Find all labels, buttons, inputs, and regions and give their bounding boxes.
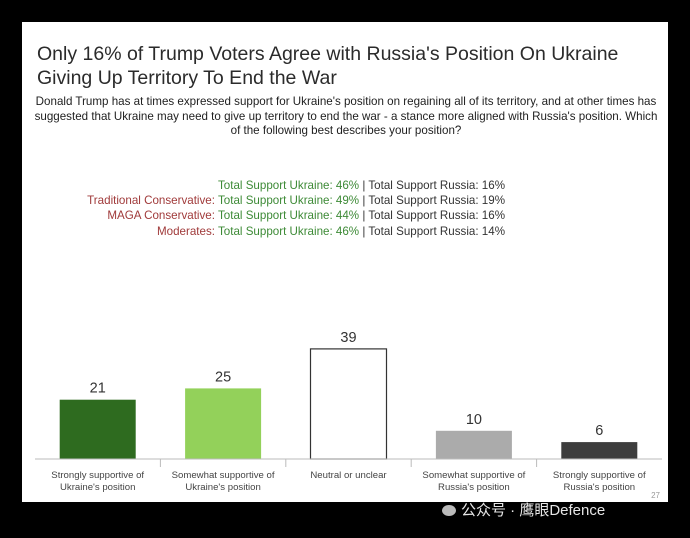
category-label-3: Somewhat supportive of Russia's position <box>422 470 525 493</box>
separator: | <box>359 224 369 238</box>
subgroup-row-moderates: Moderates: Total Support Ukraine: 46% | … <box>22 224 505 239</box>
support-russia: Total Support Russia: 16% <box>368 179 505 192</box>
data-label-4: 6 <box>595 423 603 439</box>
subgroup-row-total: Total Support Ukraine: 46% | Total Suppo… <box>22 178 505 193</box>
support-russia: Total Support Russia: 16% <box>368 209 505 223</box>
subgroup-summary: Total Support Ukraine: 46% | Total Suppo… <box>22 178 505 239</box>
bar-0 <box>59 399 136 459</box>
category-label-2: Neutral or unclear <box>310 470 387 481</box>
support-ukraine: Total Support Ukraine: 44% <box>217 209 360 223</box>
support-ukraine: Total Support Ukraine: 46% <box>217 179 360 192</box>
watermark: 公众号 · 鹰眼Defence <box>442 499 605 520</box>
bar-3 <box>435 430 512 459</box>
subgroup-row-maga: MAGA Conservative: Total Support Ukraine… <box>22 208 505 223</box>
page-number: 27 <box>651 491 660 500</box>
data-label-1: 25 <box>215 369 231 385</box>
data-label-2: 39 <box>340 330 356 346</box>
subgroup-label: Traditional Conservative: <box>87 194 218 208</box>
subgroup-row-traditional: Traditional Conservative: Total Support … <box>22 193 505 208</box>
separator: | <box>359 209 369 223</box>
category-label-0: Strongly supportive of Ukraine's position <box>51 470 144 493</box>
support-ukraine: Total Support Ukraine: 49% <box>217 194 360 208</box>
bar-chart: 21 Strongly supportive of Ukraine's positi… <box>35 330 662 493</box>
survey-question: Donald Trump has at times expressed supp… <box>34 95 658 137</box>
bar-2 <box>309 348 388 460</box>
wechat-icon <box>442 505 456 516</box>
separator: | <box>359 179 369 192</box>
subgroup-label: MAGA Conservative: <box>107 209 218 223</box>
chart-title: Only 16% of Trump Voters Agree with Russ… <box>37 43 619 89</box>
watermark-text: 公众号 · 鹰眼Defence <box>461 502 606 519</box>
category-label-1: Somewhat supportive of Ukraine's position <box>172 470 275 493</box>
subgroup-label: Moderates: <box>156 224 218 238</box>
data-label-0: 21 <box>90 381 106 397</box>
support-ukraine: Total Support Ukraine: 46% <box>217 224 360 238</box>
separator: | <box>359 194 369 208</box>
data-label-3: 10 <box>466 412 482 428</box>
category-label-4: Strongly supportive of Russia's position <box>553 470 646 493</box>
bar-4 <box>561 442 638 459</box>
support-russia: Total Support Russia: 19% <box>368 194 505 208</box>
bar-1 <box>185 388 262 459</box>
slide: Only 16% of Trump Voters Agree with Russ… <box>22 22 668 502</box>
support-russia: Total Support Russia: 14% <box>368 224 505 238</box>
